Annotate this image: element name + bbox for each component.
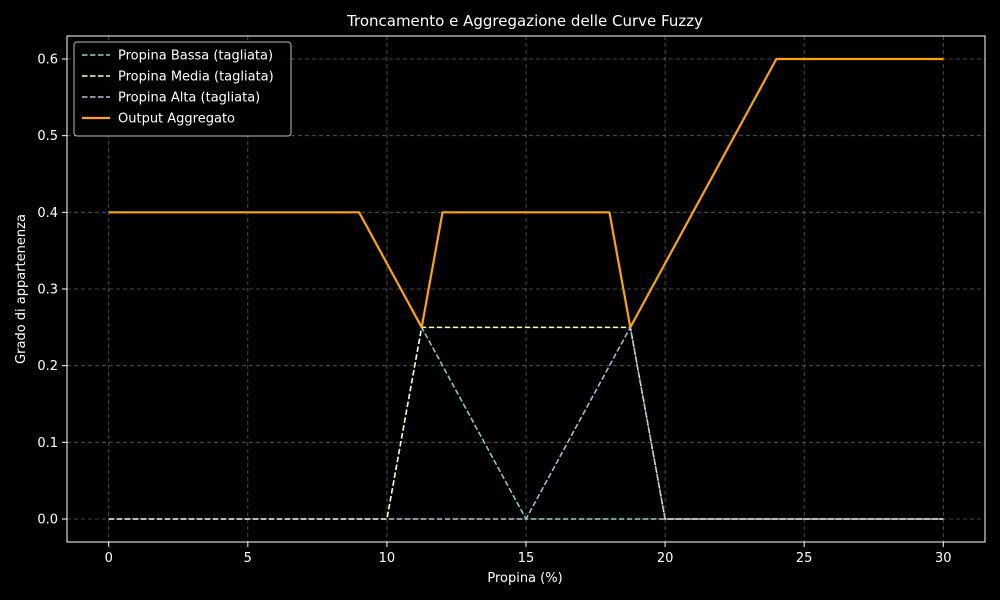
legend-label: Propina Alta (tagliata)	[118, 91, 260, 106]
legend-label: Output Aggregato	[118, 112, 235, 127]
y-tick-label: 0.5	[37, 129, 58, 144]
y-axis-label: Grado di appartenenza	[14, 214, 29, 364]
y-tick-label: 0.3	[37, 283, 58, 298]
x-axis-label: Propina (%)	[487, 571, 562, 586]
x-tick-label: 0	[105, 551, 113, 566]
legend-label: Propina Bassa (tagliata)	[118, 49, 273, 64]
x-axis: 0 5 10 15 20 25 30	[105, 542, 952, 566]
x-tick-label: 30	[935, 551, 952, 566]
x-tick-label: 15	[518, 551, 535, 566]
y-tick-label: 0.0	[37, 513, 58, 528]
legend-label: Propina Media (tagliata)	[118, 70, 274, 85]
legend-box	[73, 41, 292, 137]
chart-title: Troncamento e Aggregazione delle Curve F…	[346, 12, 703, 30]
y-axis: 0.0 0.1 0.2 0.3 0.4 0.5 0.6	[37, 53, 67, 528]
y-tick-label: 0.2	[37, 359, 58, 374]
x-tick-label: 25	[796, 551, 813, 566]
x-tick-label: 10	[379, 551, 396, 566]
y-tick-label: 0.1	[37, 436, 58, 451]
series-layer	[108, 57, 944, 520]
y-tick-label: 0.6	[37, 53, 58, 68]
x-tick-label: 5	[244, 551, 252, 566]
series-line-output-aggregato	[108, 57, 944, 329]
legend: Propina Bassa (tagliata) Propina Media (t…	[73, 41, 292, 137]
y-tick-label: 0.4	[37, 206, 58, 221]
x-tick-label: 20	[657, 551, 674, 566]
